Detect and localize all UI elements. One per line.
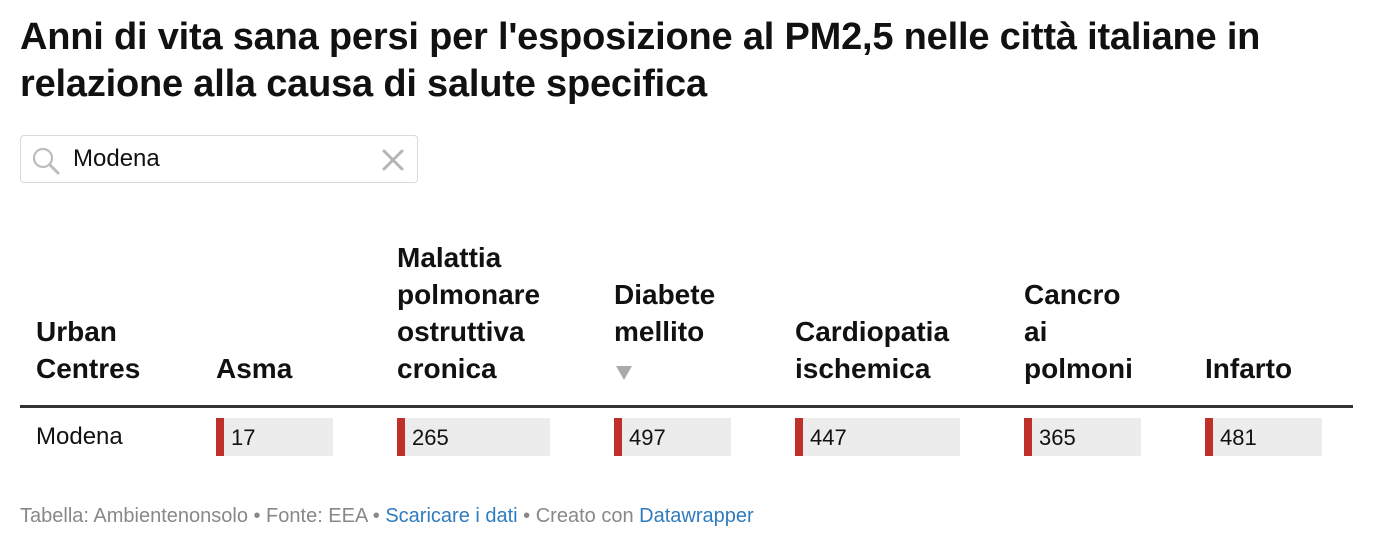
bar-fill — [1024, 418, 1032, 456]
bar-cell-infarto: 481 — [1205, 418, 1322, 456]
column-header-cardiopatia[interactable]: Cardiopatia ischemica — [795, 316, 950, 384]
column-header-diabete[interactable]: Diabete mellito — [614, 279, 716, 347]
bar-cell-cancro: 365 — [1024, 418, 1141, 456]
bar-fill — [397, 418, 405, 456]
bar-value: 447 — [810, 425, 847, 450]
search-box[interactable] — [20, 135, 418, 183]
column-header-asma[interactable]: Asma — [216, 353, 293, 384]
close-icon[interactable] — [381, 148, 405, 172]
bar-track — [216, 418, 333, 456]
bar-value: 497 — [629, 425, 666, 450]
footer: Tabella: Ambientenonsolo • Fonte: EEA • … — [20, 503, 754, 529]
bar-fill — [216, 418, 224, 456]
bar-value: 481 — [1220, 425, 1257, 450]
bar-track — [795, 418, 960, 456]
page-title: Anni di vita sana persi per l'esposizion… — [20, 16, 1261, 105]
header-divider — [20, 405, 1353, 408]
footer-source: Tabella: Ambientenonsolo • Fonte: EEA • — [20, 505, 386, 527]
column-header-bpco[interactable]: Malattia polmonare ostruttiva cronica — [397, 242, 541, 384]
bar-track — [1024, 418, 1141, 456]
search-icon — [32, 147, 60, 175]
column-header-cancro[interactable]: Cancro ai polmoni — [1024, 279, 1133, 384]
column-header-urban-centres[interactable]: Urban Centres — [36, 316, 141, 384]
bar-fill — [614, 418, 622, 456]
bar-value: 265 — [412, 425, 449, 450]
download-data-link[interactable]: Scaricare i dati — [385, 505, 518, 527]
bar-fill — [795, 418, 803, 456]
bar-value: 17 — [231, 425, 256, 450]
bar-fill — [1205, 418, 1213, 456]
datawrapper-link[interactable]: Datawrapper — [639, 505, 754, 527]
footer-created-with: • Creato con — [517, 505, 640, 527]
bar-track — [614, 418, 731, 456]
bar-track — [1205, 418, 1322, 456]
bar-cell-cardiopatia: 447 — [795, 418, 960, 456]
search-input[interactable] — [73, 144, 373, 174]
column-header-infarto[interactable]: Infarto — [1205, 353, 1293, 384]
bar-track — [397, 418, 550, 456]
row-label: Modena — [36, 423, 123, 450]
bar-cell-diabete: 497 — [614, 418, 731, 456]
bar-cell-asma: 17 — [216, 418, 333, 456]
sort-descending-icon[interactable] — [614, 364, 634, 382]
bar-cell-bpco: 265 — [397, 418, 550, 456]
bar-value: 365 — [1039, 425, 1076, 450]
